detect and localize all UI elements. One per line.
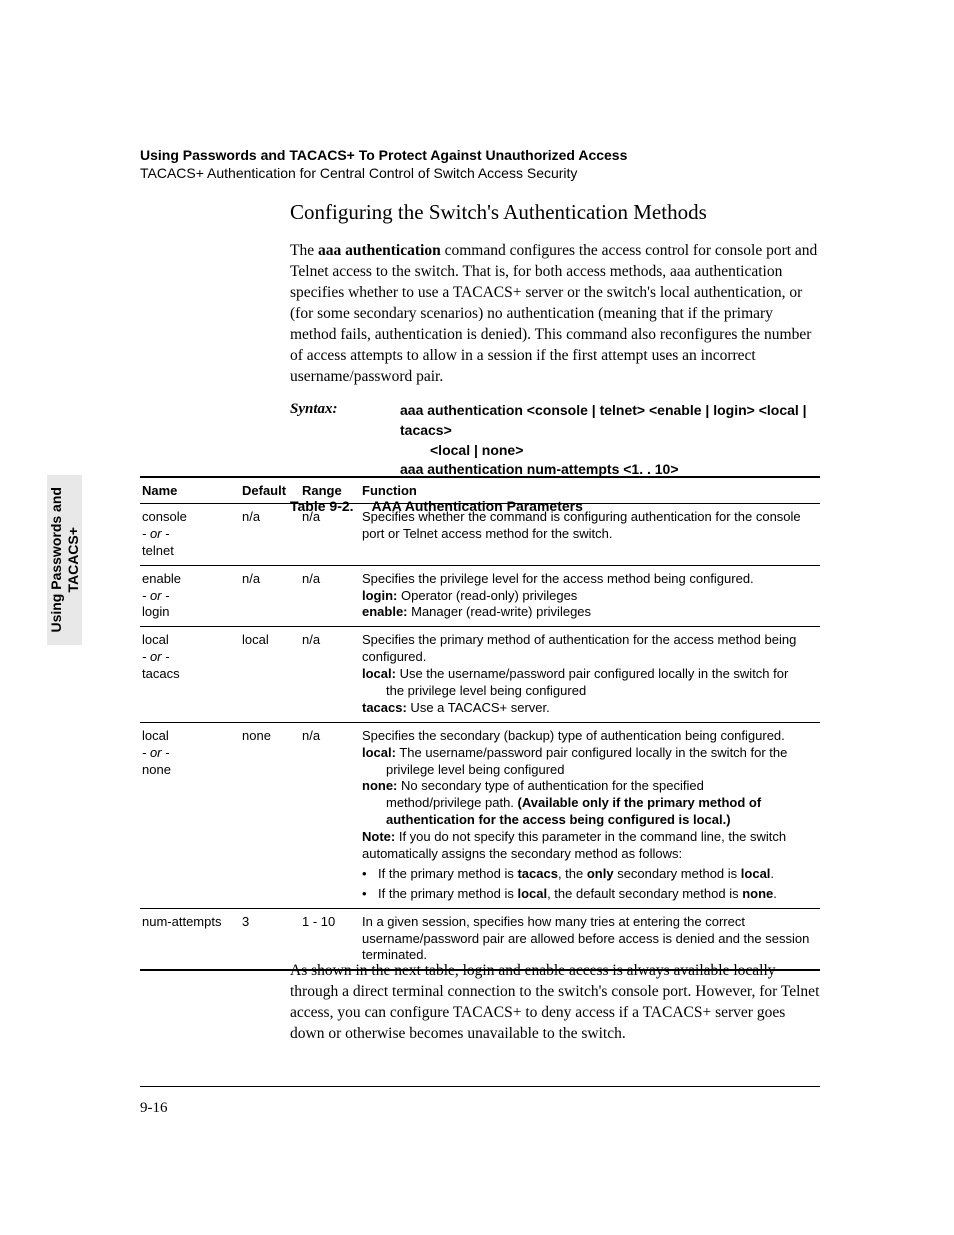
syntax-label: Syntax:: [290, 401, 400, 479]
params-table: Name Default Range Function console - or…: [140, 476, 820, 971]
after-table-paragraph: As shown in the next table, login and en…: [290, 961, 820, 1059]
col-name: Name: [140, 477, 240, 504]
intro-paragraph: The aaa authentication command configure…: [290, 241, 820, 387]
header-subtitle: TACACS+ Authentication for Central Contr…: [140, 165, 820, 181]
table-header-row: Name Default Range Function: [140, 477, 820, 504]
col-range: Range: [300, 477, 360, 504]
page-header: Using Passwords and TACACS+ To Protect A…: [140, 147, 820, 181]
syntax-block: Syntax: aaa authentication <console | te…: [290, 401, 820, 479]
table-row: local - or - none none n/a Specifies the…: [140, 722, 820, 908]
col-function: Function: [360, 477, 820, 504]
section-title: Configuring the Switch's Authentication …: [290, 200, 820, 225]
page-number: 9-16: [140, 1100, 168, 1117]
table-row: enable - or - login n/a n/a Specifies th…: [140, 565, 820, 627]
col-default: Default: [240, 477, 300, 504]
footer-rule: [140, 1086, 820, 1087]
header-title: Using Passwords and TACACS+ To Protect A…: [140, 147, 820, 163]
side-tab-text: Using Passwords andTACACS+: [48, 487, 82, 632]
side-tab: Using Passwords andTACACS+: [47, 475, 82, 645]
syntax-content: aaa authentication <console | telnet> <e…: [400, 401, 820, 479]
table-row: local - or - tacacs local n/a Specifies …: [140, 627, 820, 722]
table-row: console - or - telnet n/a n/a Specifies …: [140, 504, 820, 566]
